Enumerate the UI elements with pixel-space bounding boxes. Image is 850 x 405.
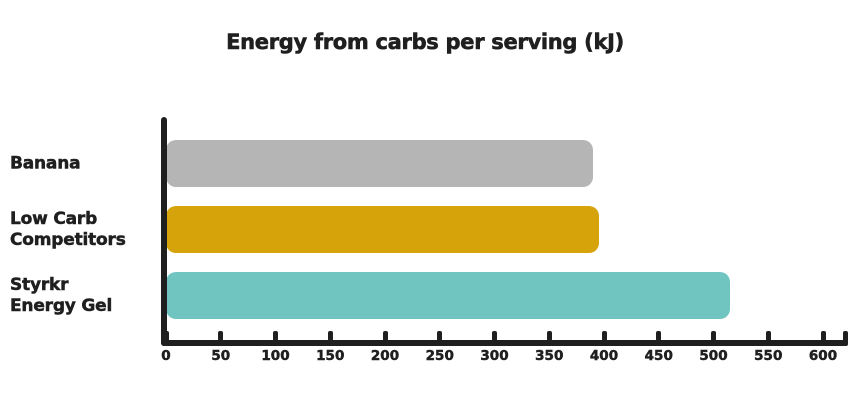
x-axis-line [161, 340, 848, 346]
bar-banana [166, 140, 593, 187]
x-tick-500 [711, 331, 716, 341]
category-label-styrkr-energy-gel: Styrkr Energy Gel [10, 274, 113, 316]
x-tick-label-200: 200 [370, 348, 400, 365]
x-tick-label-150: 150 [316, 348, 345, 365]
category-label-low-carb-competitors: Low Carb Competitors [10, 208, 126, 250]
y-axis-line [161, 117, 167, 346]
x-tick-300 [492, 331, 497, 341]
x-tick-450 [656, 331, 662, 341]
x-tick-350 [546, 331, 552, 341]
x-tick-200 [382, 331, 388, 341]
x-tick-400 [601, 331, 607, 341]
x-tick-550 [765, 331, 771, 341]
x-tick-label-500: 500 [699, 348, 728, 365]
x-tick-label-450: 450 [644, 348, 673, 365]
x-tick-50 [218, 331, 224, 341]
x-tick-label-0: 0 [161, 348, 171, 365]
x-tick-label-600: 600 [808, 348, 838, 365]
x-tick-label-100: 100 [261, 348, 290, 365]
bar-styrkr-energy-gel [166, 272, 730, 319]
x-tick-label-350: 350 [535, 348, 564, 365]
chart-title: Energy from carbs per serving (kJ) [226, 30, 625, 55]
x-tick-250 [437, 331, 443, 341]
x-tick-150 [327, 331, 333, 341]
category-label-banana: Banana [10, 153, 81, 174]
x-axis-endcap [843, 331, 848, 346]
category-axis-labels: Banana Low Carb Competitors Styrkr Energy … [10, 0, 160, 405]
x-tick-label-300: 300 [480, 348, 509, 365]
x-tick-100 [273, 331, 278, 341]
plot-area: 0 50 100 150 200 250 300 350 400 450 500 550 600 [161, 117, 848, 364]
x-tick-label-50: 50 [211, 348, 231, 365]
x-tick-0 [163, 331, 169, 341]
x-tick-label-550: 550 [754, 348, 783, 365]
x-tick-600 [820, 331, 826, 341]
x-tick-label-250: 250 [425, 348, 454, 365]
bar-low-carb-competitors [166, 206, 599, 253]
x-tick-label-400: 400 [589, 348, 619, 365]
